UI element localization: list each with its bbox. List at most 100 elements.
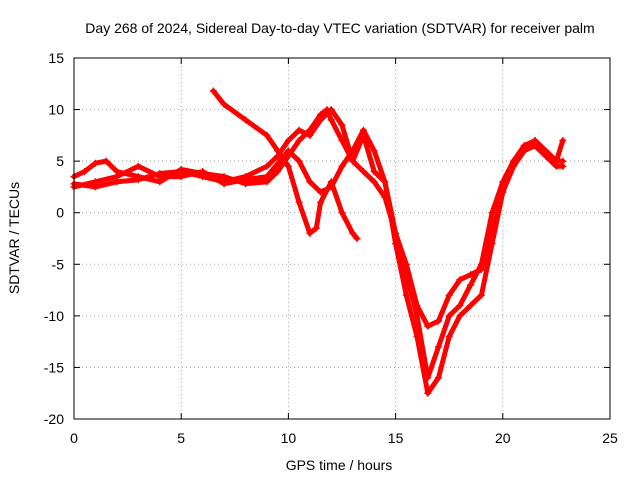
data-point (263, 131, 271, 139)
y-tick-labels: 15 10 5 0 -5 -10 -15 -20 (44, 50, 64, 427)
data-point (156, 170, 164, 178)
data-point (381, 178, 389, 186)
data-point (284, 162, 292, 170)
data-point (559, 162, 567, 170)
data-point (424, 389, 432, 397)
data-point (102, 157, 110, 165)
y-tick-label: 15 (48, 50, 64, 66)
x-tick-labels: 0 5 10 15 20 25 (70, 430, 618, 446)
data-point (413, 302, 421, 310)
data-point (467, 281, 475, 289)
data-point (338, 121, 346, 129)
data-point (520, 147, 528, 155)
data-point (424, 374, 432, 382)
data-point (488, 209, 496, 217)
data-point (209, 87, 217, 95)
data-point (402, 291, 410, 299)
data-point (295, 198, 303, 206)
x-tick-label: 5 (177, 430, 185, 446)
data-point (359, 126, 367, 134)
data-point (424, 322, 432, 330)
data-point (295, 137, 303, 145)
data-point (317, 188, 325, 196)
data-point (312, 224, 320, 232)
data-point (542, 147, 550, 155)
data-point (456, 312, 464, 320)
data-point (91, 183, 99, 191)
x-tick-label: 15 (388, 430, 404, 446)
data-point (306, 178, 314, 186)
data-point (434, 343, 442, 351)
y-tick-label: 0 (56, 205, 64, 221)
series-line (71, 107, 566, 329)
data-point (306, 229, 314, 237)
y-tick-label: -10 (44, 308, 64, 324)
data-point (370, 167, 378, 175)
series-line (71, 107, 566, 396)
data-point (531, 137, 539, 145)
data-point (295, 126, 303, 134)
y-tick-label: -5 (52, 256, 65, 272)
data-point (220, 178, 228, 186)
series-track-3 (70, 106, 567, 330)
y-tick-label: -15 (44, 359, 64, 375)
series-layer (70, 87, 567, 397)
data-point (445, 312, 453, 320)
data-point (445, 332, 453, 340)
x-tick-label: 25 (602, 430, 618, 446)
data-point (199, 173, 207, 181)
data-point (477, 291, 485, 299)
series-line (210, 88, 360, 241)
y-tick-label: -20 (44, 411, 64, 427)
y-axis-label: SDTVAR / TECUs (6, 182, 22, 294)
data-point (392, 229, 400, 237)
data-point (284, 147, 292, 155)
data-point (402, 260, 410, 268)
data-point (242, 116, 250, 124)
data-point (499, 188, 507, 196)
data-point (349, 229, 357, 237)
data-point (338, 209, 346, 217)
x-tick-label: 20 (495, 430, 511, 446)
data-point (445, 291, 453, 299)
data-point (381, 193, 389, 201)
data-point (317, 116, 325, 124)
series-track-4 (209, 87, 361, 242)
x-axis-label: GPS time / hours (286, 457, 393, 473)
data-point (488, 229, 496, 237)
series-track-2 (70, 126, 567, 382)
data-point (327, 106, 335, 114)
data-point (510, 162, 518, 170)
data-point (134, 176, 142, 184)
data-point (263, 173, 271, 181)
chart-title: Day 268 of 2024, Sidereal Day-to-day VTE… (85, 20, 594, 36)
plot-frame (73, 57, 611, 420)
data-point (370, 178, 378, 186)
data-point (113, 178, 121, 186)
y-tick-label: 10 (48, 102, 64, 118)
data-point (263, 162, 271, 170)
x-tick-label: 0 (70, 430, 78, 446)
data-point (467, 271, 475, 279)
data-point (353, 235, 361, 242)
data-point (467, 302, 475, 310)
grid (74, 58, 610, 419)
data-point (559, 137, 567, 145)
data-point (327, 116, 335, 124)
data-point (91, 159, 99, 167)
data-point (456, 276, 464, 284)
data-point (477, 265, 485, 273)
y-tick-label: 5 (56, 153, 64, 169)
x-tick-label: 10 (281, 430, 297, 446)
data-point (295, 157, 303, 165)
tick-marks (73, 57, 611, 420)
data-point (370, 147, 378, 155)
data-point (274, 167, 282, 175)
data-point (338, 162, 346, 170)
data-point (284, 137, 292, 145)
data-point (359, 167, 367, 175)
series-track-1 (70, 106, 567, 397)
data-point (242, 173, 250, 181)
data-point (177, 167, 185, 175)
